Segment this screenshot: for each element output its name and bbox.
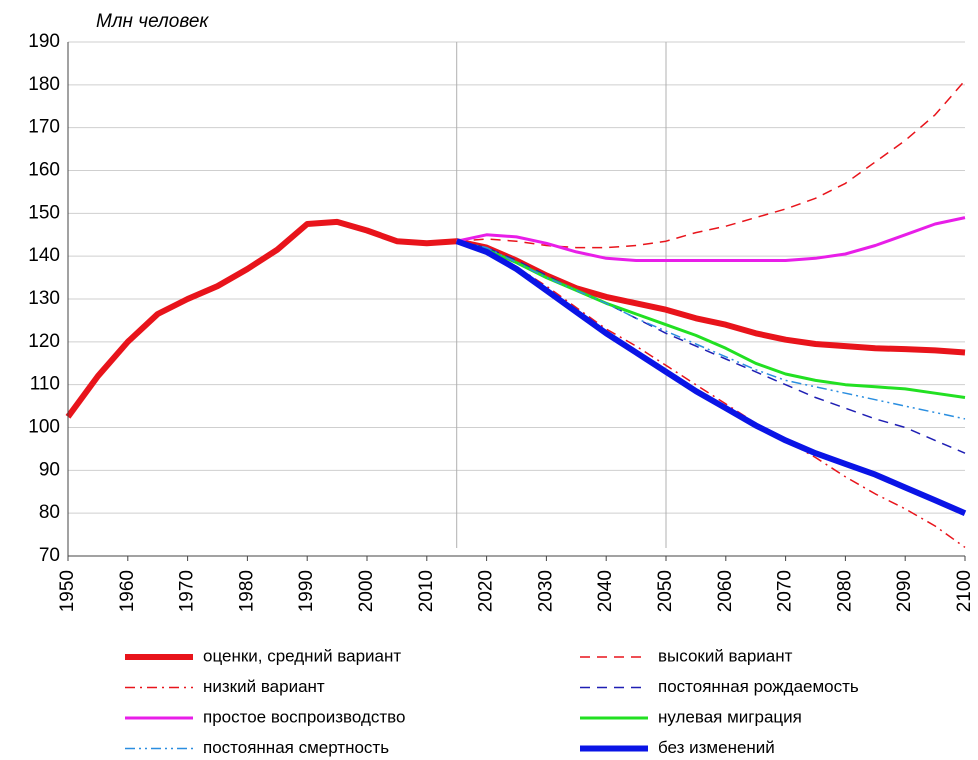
x-tick-label: 2020 [476, 570, 497, 612]
x-tick-label: 1990 [296, 570, 317, 612]
x-tick-label: 2040 [595, 570, 616, 612]
series-line [455, 238, 967, 516]
y-tick-label: 100 [28, 417, 60, 438]
x-tick-label: 2100 [954, 570, 975, 612]
series-line [456, 240, 966, 549]
legend-label: низкий вариант [203, 677, 325, 696]
series-line [456, 239, 966, 399]
y-tick-label: 190 [28, 31, 60, 52]
x-tick-label: 2030 [535, 570, 556, 612]
y-tick-label: 70 [39, 545, 60, 566]
legend-label: без изменений [658, 738, 775, 757]
legend: оценки, средний вариант высокий вариант ни… [125, 646, 859, 757]
legend-label: нулевая миграция [658, 707, 802, 726]
x-tick-label: 2080 [834, 570, 855, 612]
x-tick-label: 1980 [236, 570, 257, 612]
y-tick-label: 180 [28, 74, 60, 95]
legend-label: высокий вариант [658, 646, 793, 665]
x-tick-label: 2010 [416, 570, 437, 612]
x-tick-label: 1970 [177, 570, 198, 612]
x-tick-label: 2060 [715, 570, 736, 612]
y-tick-label: 160 [28, 160, 60, 181]
series-line [456, 240, 966, 454]
y-tick-label: 110 [30, 374, 60, 395]
y-axis-label: Млн человек [96, 11, 209, 32]
y-tick-label: 90 [39, 459, 60, 480]
y-tick-label: 150 [28, 202, 60, 223]
y-tick-label: 170 [28, 117, 60, 138]
series-line [456, 80, 966, 249]
legend-label: простое воспроизводство [203, 707, 405, 726]
x-tick-label: 1950 [57, 570, 78, 612]
x-tick-label: 2000 [356, 570, 377, 612]
y-tick-label: 140 [28, 245, 60, 266]
x-tick-label: 2070 [775, 570, 796, 612]
lines [65, 80, 967, 549]
series-line [456, 216, 966, 262]
series-line [65, 218, 966, 419]
y-tick-label: 130 [28, 288, 60, 309]
y-tick-label: 120 [28, 331, 60, 352]
x-tick-label: 2050 [655, 570, 676, 612]
x-tick-label: 1960 [117, 570, 138, 612]
legend-label: оценки, средний вариант [203, 646, 401, 665]
grid [68, 41, 965, 557]
y-tick-label: 80 [39, 502, 60, 523]
legend-label: постоянная рождаемость [658, 677, 859, 696]
legend-label: постоянная смертность [203, 738, 389, 757]
x-tick-label: 2090 [894, 570, 915, 612]
